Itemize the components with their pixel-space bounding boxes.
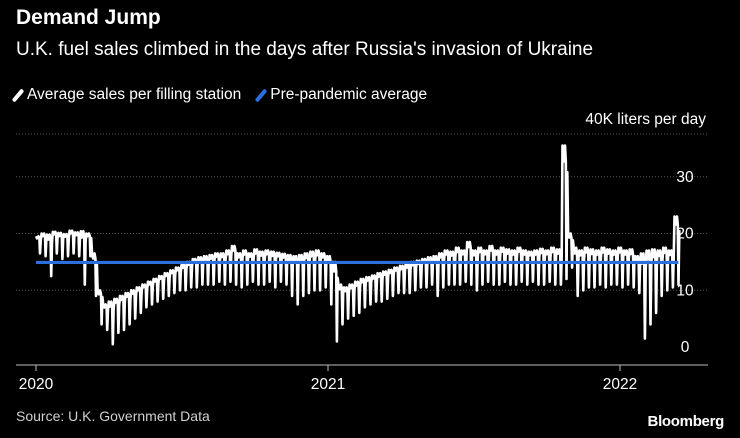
legend: Average sales per filling station Pre-pa… [11, 86, 428, 104]
x-tick-label-2020: 2020 [19, 376, 54, 393]
legend-item-prepandemic: Pre-pandemic average [254, 86, 428, 104]
x-tick-label-2021: 2021 [311, 376, 345, 393]
chart-subtitle: U.K. fuel sales climbed in the days afte… [16, 39, 594, 60]
bloomberg-logo: Bloomberg [647, 413, 725, 430]
legend-label-sales: Average sales per filling station [27, 86, 242, 103]
y-tick-label-20: 20 [676, 226, 694, 243]
legend-label-prepandemic: Pre-pandemic average [270, 86, 428, 103]
legend-item-sales: Average sales per filling station [11, 86, 242, 104]
x-tick-label-2022: 2022 [603, 376, 637, 393]
y-tick-label-0: 0 [681, 339, 690, 356]
y-axis-unit-label: 40K liters per day [585, 111, 706, 128]
source-note: Source: U.K. Government Data [16, 408, 210, 424]
chart-title: Demand Jump [16, 6, 161, 29]
y-tick-label-10: 10 [676, 282, 694, 299]
y-tick-label-30: 30 [676, 169, 694, 186]
series-line-sales [34, 144, 681, 346]
